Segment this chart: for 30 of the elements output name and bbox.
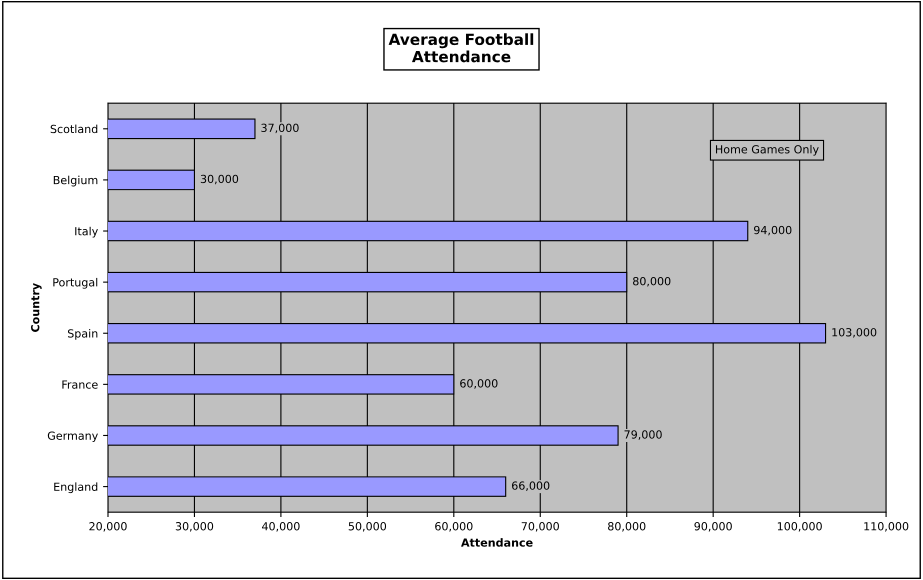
y-tick-label: Scotland bbox=[50, 124, 98, 134]
x-tick-label: 60,000 bbox=[435, 522, 473, 532]
x-tick-label: 80,000 bbox=[608, 522, 646, 532]
annotation: Home Games Only bbox=[716, 144, 819, 156]
y-tick-label: Portugal bbox=[53, 278, 98, 289]
x-tick-label: 50,000 bbox=[348, 522, 386, 532]
x-tick-label: 40,000 bbox=[262, 522, 300, 532]
y-tick-label: Italy bbox=[75, 226, 98, 238]
y-axis-title: Country bbox=[31, 283, 42, 332]
data-label: 37,000 bbox=[261, 124, 299, 134]
chart-title: Average Football Attendance bbox=[388, 33, 534, 62]
x-tick-label: 110,000 bbox=[864, 522, 908, 532]
y-tick-label: Germany bbox=[48, 431, 98, 442]
data-label: 66,000 bbox=[512, 481, 550, 491]
data-label: 60,000 bbox=[460, 379, 498, 389]
data-label: 30,000 bbox=[200, 174, 238, 184]
data-label: 103,000 bbox=[832, 328, 876, 338]
data-label: 79,000 bbox=[624, 430, 662, 440]
data-label: 80,000 bbox=[633, 276, 670, 286]
x-tick-label: 20,000 bbox=[89, 522, 127, 532]
x-tick-label: 70,000 bbox=[522, 522, 559, 532]
y-tick-label: Spain bbox=[68, 329, 98, 340]
y-tick-label: France bbox=[62, 380, 98, 389]
x-axis-title: Attendance bbox=[461, 538, 533, 547]
x-tick-label: 100,000 bbox=[778, 522, 822, 532]
y-tick-label: Belgium bbox=[54, 176, 98, 186]
x-tick-label: 30,000 bbox=[176, 522, 214, 532]
y-tick-label: England bbox=[54, 482, 98, 494]
data-label: 94,000 bbox=[754, 226, 792, 236]
x-tick-label: 90,000 bbox=[694, 522, 732, 532]
